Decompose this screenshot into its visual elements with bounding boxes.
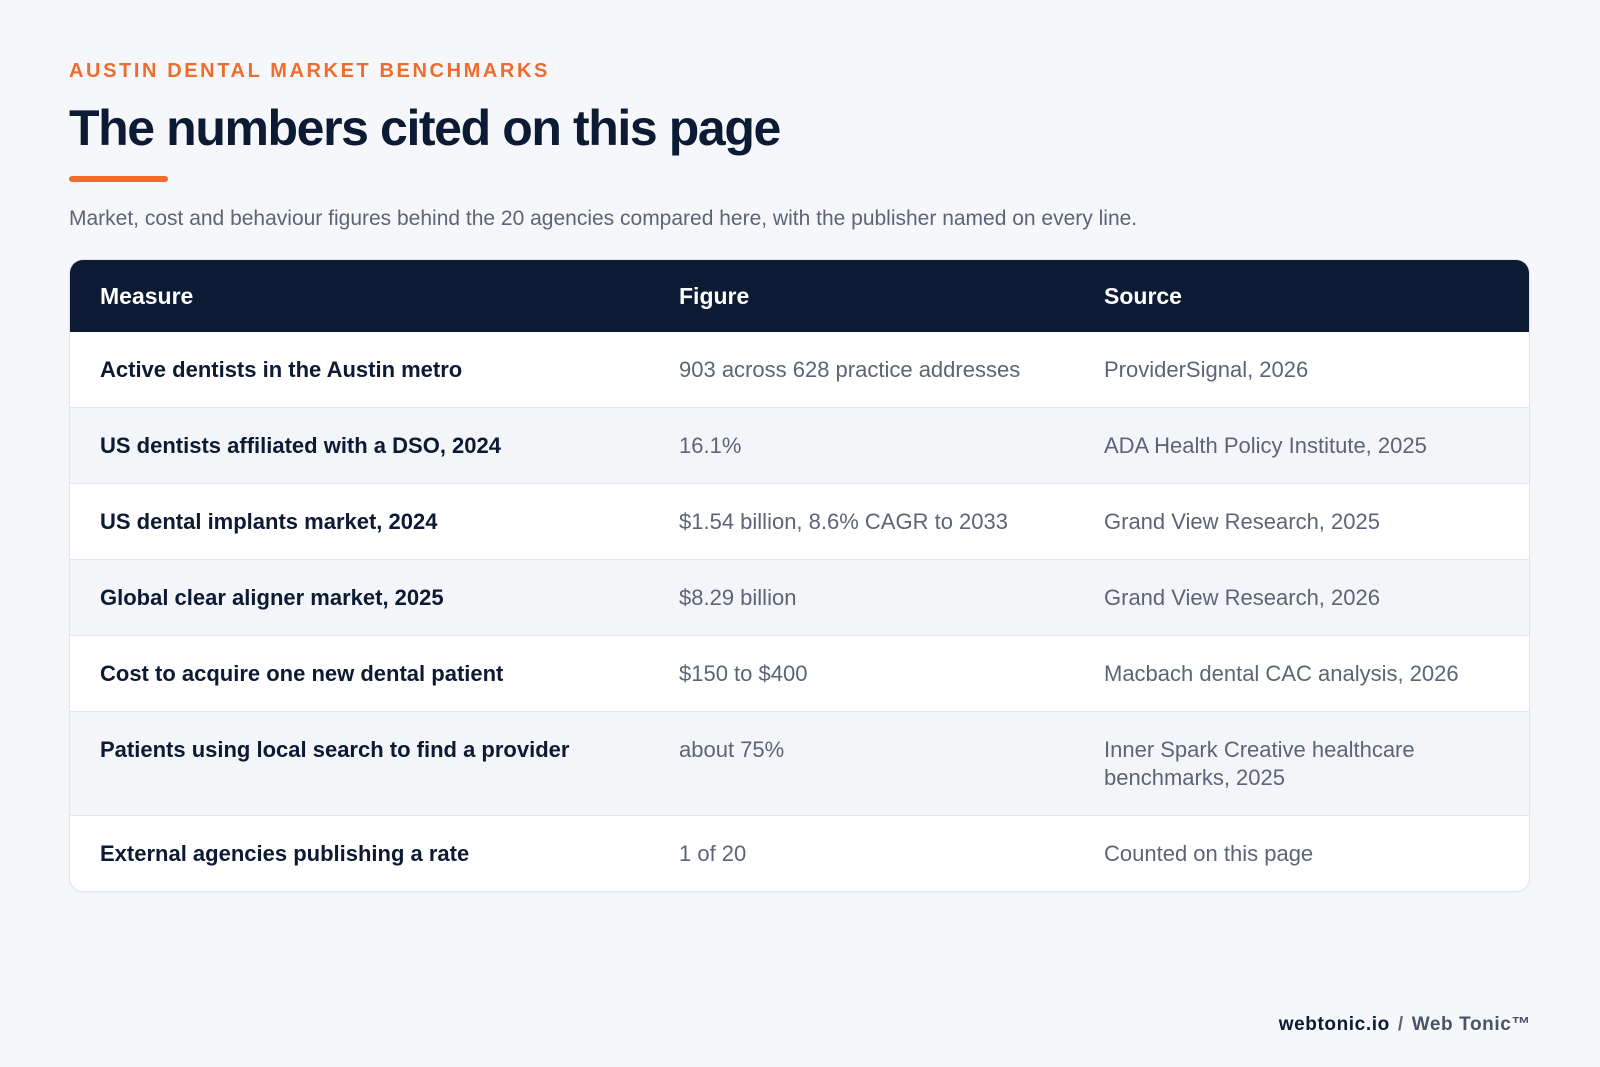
- figure-cell: 903 across 628 practice addresses: [679, 357, 1021, 382]
- measure-cell: Cost to acquire one new dental patient: [100, 661, 504, 686]
- measure-cell: Patients using local search to find a pr…: [100, 737, 570, 762]
- table-header-row: Measure Figure Source: [70, 260, 1529, 332]
- source-cell: Grand View Research, 2025: [1104, 509, 1380, 534]
- source-cell: ProviderSignal, 2026: [1104, 357, 1309, 382]
- table-row: US dental implants market, 2024 $1.54 bi…: [70, 483, 1529, 559]
- measure-cell: US dental implants market, 2024: [100, 509, 438, 534]
- table-row: External agencies publishing a rate 1 of…: [70, 815, 1529, 891]
- footer-brand: Web Tonic™: [1411, 1014, 1531, 1035]
- page-title: The numbers cited on this page: [69, 100, 781, 156]
- footer-domain: webtonic.io: [1278, 1014, 1390, 1035]
- source-cell: ADA Health Policy Institute, 2025: [1104, 433, 1427, 458]
- measure-cell: US dentists affiliated with a DSO, 2024: [100, 433, 501, 458]
- benchmarks-table: Measure Figure Source Active dentists in…: [69, 259, 1530, 892]
- figure-cell: $8.29 billion: [679, 585, 797, 610]
- source-cell: Grand View Research, 2026: [1104, 585, 1380, 610]
- table-row: US dentists affiliated with a DSO, 2024 …: [70, 407, 1529, 483]
- title-underline: [69, 176, 168, 182]
- figure-cell: 16.1%: [679, 433, 742, 458]
- column-header-figure: Figure: [679, 282, 750, 309]
- benchmarks-page: AUSTIN DENTAL MARKET BENCHMARKS The numb…: [69, 58, 1530, 892]
- source-cell: Counted on this page: [1104, 841, 1314, 866]
- table-row: Patients using local search to find a pr…: [70, 711, 1529, 815]
- eyebrow-label: AUSTIN DENTAL MARKET BENCHMARKS: [69, 60, 550, 82]
- table-row: Cost to acquire one new dental patient $…: [70, 635, 1529, 711]
- figure-cell: $1.54 billion, 8.6% CAGR to 2033: [679, 509, 1008, 534]
- measure-cell: External agencies publishing a rate: [100, 841, 470, 866]
- table-row: Global clear aligner market, 2025 $8.29 …: [70, 559, 1529, 635]
- footer-separator: /: [1397, 1014, 1404, 1035]
- table-row: Active dentists in the Austin metro 903 …: [70, 332, 1529, 407]
- column-header-measure: Measure: [100, 282, 194, 309]
- source-cell: Inner Spark Creative healthcare benchmar…: [1104, 737, 1415, 790]
- figure-cell: 1 of 20: [679, 841, 747, 866]
- figure-cell: about 75%: [679, 737, 785, 762]
- source-cell: Macbach dental CAC analysis, 2026: [1104, 661, 1459, 686]
- table-body: Active dentists in the Austin metro 903 …: [70, 332, 1529, 891]
- page-subtitle: Market, cost and behaviour figures behin…: [69, 207, 1138, 230]
- measure-cell: Active dentists in the Austin metro: [100, 357, 463, 382]
- footer-credit: webtonic.io / Web Tonic™: [1279, 1012, 1531, 1038]
- column-header-source: Source: [1104, 282, 1182, 309]
- measure-cell: Global clear aligner market, 2025: [100, 585, 444, 610]
- figure-cell: $150 to $400: [679, 661, 808, 686]
